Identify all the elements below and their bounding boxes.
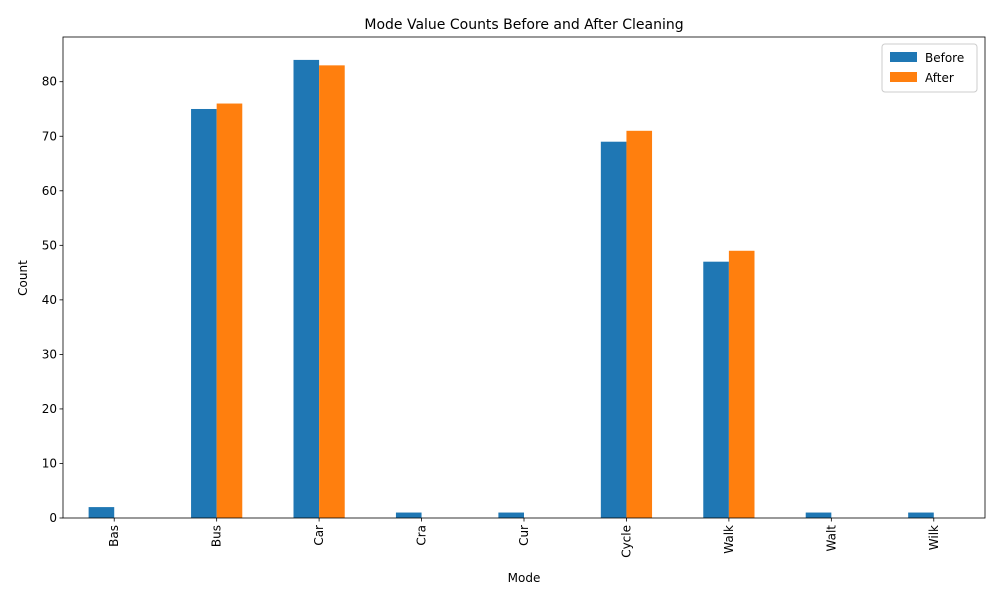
legend-swatch-before: [890, 52, 917, 62]
x-tick-label: Cycle: [619, 525, 633, 558]
bar-after-cycle: [626, 130, 653, 518]
y-axis-label: Count: [16, 260, 30, 296]
legend-label-after: After: [925, 71, 954, 85]
x-tick-label: Cra: [415, 525, 429, 546]
bar-before-walk: [703, 261, 729, 518]
y-tick-label: 60: [42, 184, 57, 198]
x-tick-label: Car: [312, 525, 326, 546]
x-tick-label: Wilk: [927, 525, 941, 550]
bar-before-cycle: [600, 141, 627, 518]
y-tick-label: 40: [42, 293, 57, 307]
y-axis-ticks: 0 10 20 30 40 50 60 70 80: [42, 75, 63, 525]
y-tick-label: 20: [42, 402, 57, 416]
y-tick-label: 70: [42, 129, 57, 143]
x-axis-label: Mode: [508, 571, 541, 585]
bar-before-bus: [191, 108, 217, 519]
x-tick-label: Walt: [824, 525, 838, 552]
x-tick-label: Bus: [210, 525, 224, 547]
bar-after-car: [319, 65, 345, 518]
legend-label-before: Before: [925, 51, 964, 65]
x-tick-label: Bas: [107, 525, 121, 547]
y-tick-label: 30: [42, 347, 57, 361]
bars-group: [88, 59, 934, 519]
chart-title: Mode Value Counts Before and After Clean…: [364, 17, 683, 33]
bar-before-walt: [805, 512, 832, 518]
bar-before-wilk: [908, 512, 934, 518]
axes-frame: [62, 36, 986, 519]
legend-swatch-after: [890, 72, 917, 82]
bar-before-car: [293, 59, 320, 519]
bar-before-bas: [88, 507, 115, 518]
x-tick-label: Cur: [517, 525, 531, 546]
bar-after-walk: [728, 250, 755, 518]
y-tick-label: 80: [42, 75, 57, 89]
y-tick-label: 10: [42, 456, 57, 470]
bar-after-bus: [216, 103, 243, 518]
legend: Before After: [881, 43, 978, 93]
x-axis-ticks: Bas Bus Car Cra Cur Cycle Walk Walt Wilk: [107, 518, 941, 558]
bar-before-cur: [498, 512, 524, 518]
x-tick-label: Walk: [722, 525, 736, 554]
bar-before-cra: [395, 512, 422, 518]
y-tick-label: 50: [42, 238, 57, 252]
y-tick-label: 0: [49, 511, 57, 525]
